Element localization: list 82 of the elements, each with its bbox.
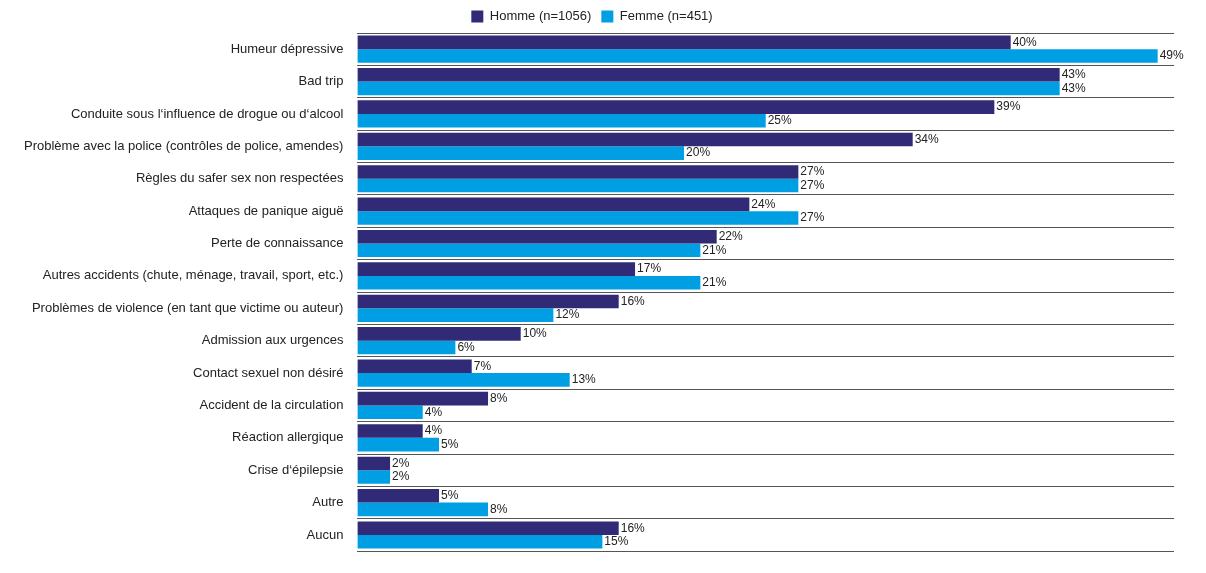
y-tick-label: Autre bbox=[312, 494, 344, 510]
data-label: 16% bbox=[620, 520, 646, 535]
data-label: 5% bbox=[441, 488, 459, 503]
data-label: 12% bbox=[555, 307, 580, 322]
data-label: 22% bbox=[718, 229, 744, 244]
bar bbox=[357, 146, 685, 160]
bar bbox=[357, 67, 1060, 82]
legend-label: Homme (n=1056) bbox=[489, 8, 592, 24]
data-label: 39% bbox=[996, 99, 1021, 114]
y-tick-label: Aucun bbox=[306, 526, 344, 542]
data-label: 8% bbox=[490, 501, 508, 516]
bar bbox=[357, 424, 423, 438]
bar bbox=[357, 437, 440, 452]
bar bbox=[357, 373, 570, 387]
data-label: 5% bbox=[441, 436, 459, 451]
y-tick-label: Humeur dépressive bbox=[230, 40, 344, 56]
y-tick-label: Réaction allergique bbox=[232, 429, 344, 445]
bar bbox=[357, 391, 489, 406]
bar bbox=[357, 308, 554, 322]
bar bbox=[357, 327, 521, 341]
data-label: 27% bbox=[800, 177, 825, 192]
y-tick-label: Perte de connaissance bbox=[211, 235, 344, 251]
bar bbox=[357, 211, 799, 225]
data-label: 4% bbox=[424, 423, 443, 438]
bar bbox=[357, 178, 799, 193]
y-tick-label: Problème avec la police (contrôles de police, amendes) bbox=[24, 137, 344, 153]
y-tick-label: Attaques de panique aiguë bbox=[188, 202, 344, 218]
data-label: 49% bbox=[1159, 48, 1185, 63]
bar bbox=[357, 489, 440, 503]
bar bbox=[357, 132, 913, 147]
y-tick-label: Contact sexuel non désiré bbox=[193, 364, 344, 380]
data-label: 17% bbox=[637, 261, 662, 276]
bar bbox=[357, 470, 391, 484]
bar bbox=[357, 502, 489, 517]
bar bbox=[357, 294, 619, 309]
bar bbox=[357, 405, 423, 420]
bar bbox=[357, 81, 1060, 96]
data-label: 10% bbox=[522, 326, 548, 341]
bar bbox=[357, 521, 619, 536]
bar bbox=[357, 535, 603, 549]
y-tick-label: Crise d‘épilepsie bbox=[248, 461, 344, 477]
data-label: 34% bbox=[914, 131, 940, 146]
data-label: 20% bbox=[686, 145, 711, 160]
bar bbox=[357, 100, 995, 114]
y-tick-label: Accident de la circulation bbox=[199, 397, 344, 413]
legend-label: Femme (n=451) bbox=[619, 8, 713, 24]
data-label: 2% bbox=[392, 455, 410, 470]
data-label: 2% bbox=[392, 469, 410, 484]
data-label: 21% bbox=[702, 242, 727, 257]
data-label: 27% bbox=[800, 164, 825, 179]
bar bbox=[357, 197, 750, 212]
y-tick-label: Problèmes de violence (en tant que victime ou auteur) bbox=[31, 299, 344, 315]
data-label: 4% bbox=[424, 404, 443, 419]
bar bbox=[357, 35, 1011, 50]
data-label: 15% bbox=[604, 534, 629, 549]
data-label: 43% bbox=[1061, 80, 1087, 95]
y-tick-label: Autres accidents (chute, ménage, travail, sport, etc.) bbox=[42, 267, 344, 283]
data-label: 24% bbox=[751, 196, 776, 211]
data-label: 13% bbox=[571, 372, 597, 387]
bar bbox=[357, 262, 636, 276]
data-label: 6% bbox=[457, 339, 476, 354]
data-label: 43% bbox=[1061, 67, 1087, 82]
data-label: 21% bbox=[702, 275, 727, 290]
y-tick-label: Règles du safer sex non respectées bbox=[135, 170, 344, 186]
bar bbox=[357, 359, 472, 374]
data-label: 8% bbox=[490, 390, 508, 405]
data-label: 7% bbox=[473, 358, 492, 373]
y-tick-label: Conduite sous l‘influence de drogue ou d‘alcool bbox=[70, 105, 344, 121]
data-label: 25% bbox=[767, 113, 793, 128]
y-tick-label: Admission aux urgences bbox=[201, 332, 344, 348]
bar bbox=[357, 340, 456, 355]
bar bbox=[357, 275, 701, 290]
bar bbox=[357, 456, 391, 471]
data-label: 27% bbox=[800, 210, 825, 225]
bar bbox=[357, 49, 1158, 63]
bar bbox=[357, 229, 717, 244]
bar bbox=[357, 165, 799, 179]
data-label: 16% bbox=[620, 293, 646, 308]
data-label: 40% bbox=[1012, 34, 1038, 49]
bar bbox=[357, 113, 766, 128]
bar bbox=[357, 243, 701, 258]
y-tick-label: Bad trip bbox=[298, 73, 344, 89]
